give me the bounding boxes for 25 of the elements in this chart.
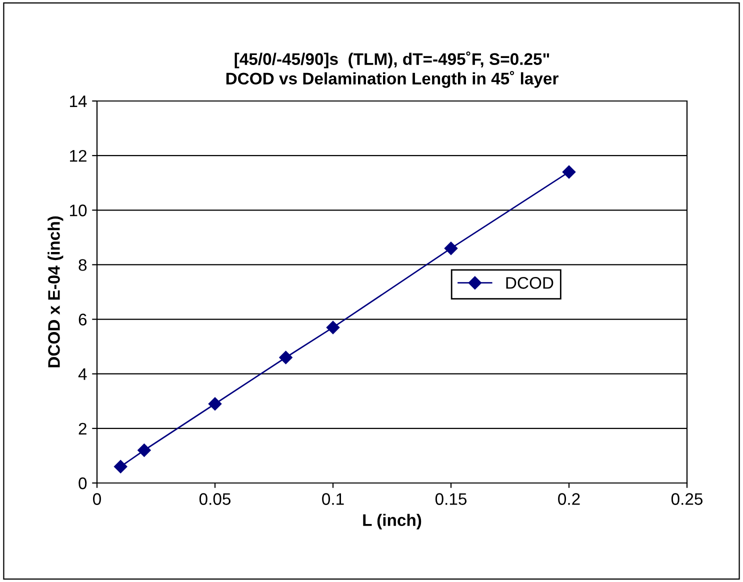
x-tick-label: 0.05 — [199, 493, 231, 505]
x-tick-label: 0.15 — [435, 493, 467, 505]
x-tick-label: 0.25 — [671, 493, 703, 505]
y-tick-label: 0 — [78, 477, 87, 490]
point — [138, 444, 151, 457]
point — [279, 350, 292, 364]
point — [208, 397, 222, 410]
x-axis-title: L (inch) — [363, 514, 422, 530]
y-tick-label: 2 — [78, 422, 86, 434]
legend-label: DCOD — [506, 277, 554, 289]
x-tick-label: 0 — [93, 493, 101, 505]
x-tick-label: 0.1 — [322, 493, 344, 505]
y-tick-label: 10 — [70, 204, 87, 216]
x-tick-label: 0.2 — [558, 493, 580, 505]
chart-title: [45/0/-45/90]s (TLM), dT=-495˚F, S=0.25" DCOD vs Delamination Length in 45˚ layer — [226, 51, 558, 88]
y-tick-label: 6 — [78, 314, 87, 326]
point — [114, 460, 128, 474]
y-tick-label: 14 — [70, 96, 87, 108]
point — [444, 242, 458, 255]
y-axis-title: DCOD x E-04 (inch) — [48, 216, 64, 368]
y-tick-label: 12 — [70, 150, 86, 162]
y-tick-label: 8 — [78, 259, 87, 271]
point — [562, 165, 576, 179]
y-tick-label: 4 — [78, 368, 87, 380]
point — [326, 320, 340, 334]
